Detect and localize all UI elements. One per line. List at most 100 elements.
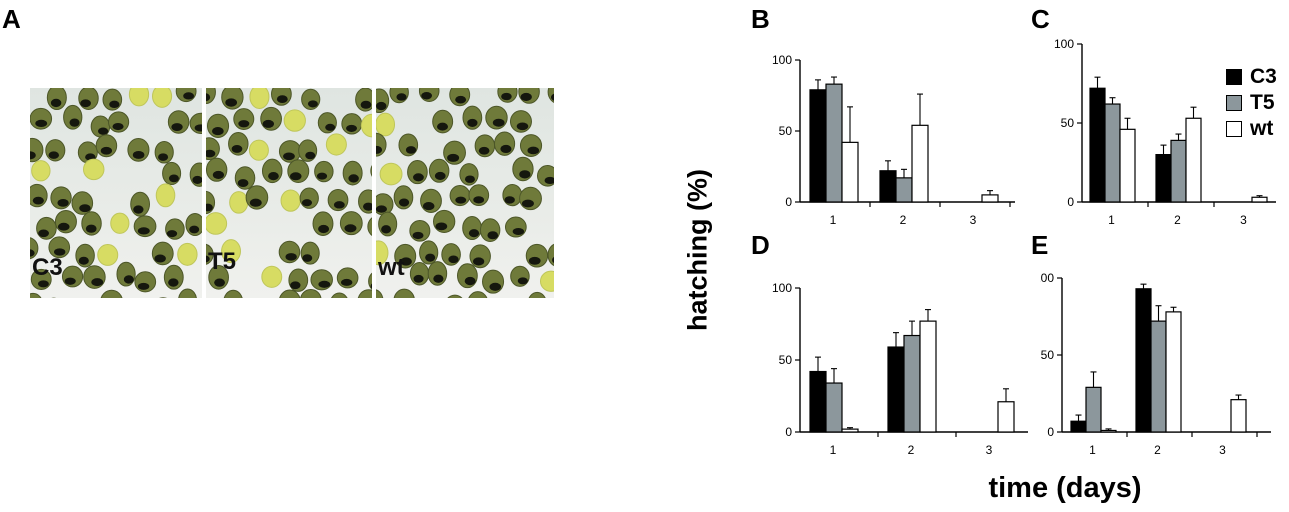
photo-label-t5: T5	[208, 248, 237, 275]
egg-embryo	[214, 278, 225, 287]
egg-embryo	[137, 282, 150, 290]
x-tick-label-d: 1	[830, 443, 837, 457]
egg-embryo	[433, 274, 444, 283]
egg-embryo	[112, 122, 124, 131]
x-tick-label-d: 2	[908, 443, 915, 457]
egg-embryo	[551, 93, 554, 101]
egg	[553, 297, 554, 298]
chart-b: 0 50 100 1 2 3	[772, 53, 1015, 227]
egg-embryo	[168, 174, 179, 183]
egg-embryo	[168, 278, 179, 287]
egg	[331, 292, 348, 298]
egg-embryo	[437, 122, 448, 131]
egg-embryo	[237, 179, 249, 188]
x-tick-label-e: 3	[1219, 443, 1226, 457]
egg-embryo	[346, 124, 357, 132]
bar-b-wt-day2	[911, 124, 929, 203]
egg	[447, 294, 463, 298]
egg	[376, 240, 389, 266]
egg-embryo	[158, 153, 169, 161]
egg-cluster-wt	[376, 88, 554, 298]
egg	[468, 291, 488, 298]
egg-embryo	[500, 144, 512, 154]
egg-embryo	[133, 205, 144, 214]
bar-d-c3-day1	[809, 370, 827, 433]
egg-embryo	[262, 119, 275, 128]
egg-embryo	[318, 224, 330, 234]
egg-embryo	[238, 120, 250, 128]
y-tick-label-c: 50	[1061, 116, 1075, 130]
egg-embryo	[528, 256, 541, 265]
egg-embryo	[206, 149, 216, 158]
y-tick-label-e: 100	[1040, 271, 1054, 285]
egg-embryo	[325, 123, 336, 131]
egg-embryo	[464, 175, 475, 183]
egg	[547, 243, 554, 267]
legend-swatch-wt	[1226, 121, 1242, 137]
x-tick-label-b: 3	[970, 213, 977, 227]
egg-embryo	[512, 228, 525, 236]
egg-embryo	[363, 202, 372, 211]
egg-embryo	[307, 100, 318, 108]
egg-embryo	[206, 255, 210, 263]
egg-embryo	[212, 170, 225, 179]
egg-embryo	[194, 124, 202, 132]
egg-embryo	[344, 224, 357, 233]
bar-d-wt-day1	[841, 428, 859, 433]
egg	[280, 189, 301, 212]
photo-label-c3: C3	[32, 254, 63, 281]
chart-e: 0 50 100 1 2 3	[1040, 271, 1271, 457]
egg	[177, 242, 198, 266]
egg-embryo	[57, 222, 70, 231]
egg-embryo	[412, 231, 424, 240]
y-tick-label-b: 0	[785, 195, 792, 209]
egg	[229, 191, 249, 214]
y-tick-label-d: 100	[772, 281, 792, 295]
bar-e-t5-day2	[1150, 320, 1167, 433]
egg	[393, 288, 415, 298]
egg-embryo	[302, 254, 313, 262]
chart-d: 0 50 100 1 2 3	[772, 281, 1028, 457]
legend-label-t5: T5	[1250, 91, 1275, 114]
egg-embryo	[376, 205, 388, 213]
egg-embryo	[171, 123, 183, 131]
egg	[31, 160, 51, 182]
egg-embryo	[69, 118, 80, 127]
egg-embryo	[183, 92, 195, 100]
egg-embryo	[305, 151, 316, 160]
egg-embryo	[166, 230, 178, 238]
photo-c3: C3	[30, 88, 202, 298]
x-tick-label-c: 1	[1108, 213, 1115, 227]
egg-embryo	[206, 93, 211, 102]
legend-item-t5: T5	[1226, 90, 1277, 116]
egg	[152, 88, 173, 108]
egg	[300, 288, 322, 298]
egg-embryo	[123, 275, 134, 284]
egg	[221, 239, 241, 264]
egg-embryo	[35, 119, 48, 128]
egg-embryo	[249, 198, 262, 207]
bar-b-t5-day1	[825, 83, 843, 203]
x-tick-label-b: 1	[830, 213, 837, 227]
egg-embryo	[464, 276, 476, 286]
egg-embryo	[520, 92, 532, 101]
bar-b-c3-day1	[809, 89, 827, 203]
egg	[30, 292, 42, 298]
egg-embryo	[318, 280, 331, 288]
bar-b-c3-day2	[879, 170, 897, 203]
bar-c-c3-day1	[1089, 87, 1106, 203]
egg-embryo	[57, 198, 69, 207]
egg	[379, 162, 403, 186]
x-tick-label-d: 3	[986, 443, 993, 457]
egg	[178, 288, 197, 298]
bar-c-wt-day1	[1119, 128, 1136, 203]
egg-embryo	[516, 122, 529, 131]
y-tick-label-c: 100	[1054, 37, 1074, 51]
bar-d-wt-day2	[919, 320, 937, 433]
panel-label-e: E	[1031, 230, 1049, 260]
egg-embryo	[521, 199, 534, 208]
egg-embryo	[64, 277, 76, 285]
egg-embryo	[376, 101, 387, 111]
photo-wt: wt	[376, 88, 554, 298]
x-tick-label-c: 2	[1174, 213, 1181, 227]
